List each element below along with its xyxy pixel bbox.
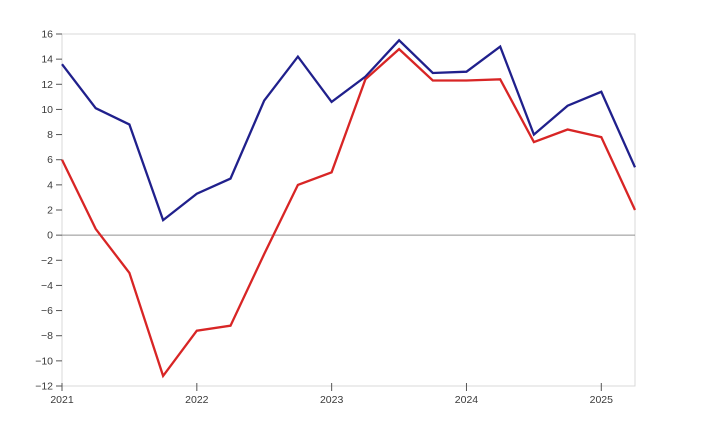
x-tick-label: 2022 (185, 394, 209, 406)
y-tick-label: −6 (41, 305, 53, 317)
x-tick-label: 2024 (455, 394, 479, 406)
y-tick-label: −2 (41, 255, 53, 267)
y-tick-label: 14 (41, 54, 53, 66)
y-tick-label: 16 (41, 29, 53, 41)
red-series-line (60, 47, 637, 379)
y-tick-label: −10 (35, 355, 53, 367)
x-tick-label: 2025 (590, 394, 614, 406)
navy-series-line (61, 38, 637, 222)
x-tick-label: 2021 (50, 394, 74, 406)
x-tick-label: 2023 (320, 394, 344, 406)
y-tick-label: 12 (41, 79, 53, 91)
y-tick-label: 8 (47, 129, 53, 141)
y-tick-label: −4 (41, 280, 53, 292)
y-tick-label: 6 (47, 154, 53, 166)
y-tick-label: 10 (41, 104, 53, 116)
y-tick-label: 0 (47, 230, 53, 242)
y-tick-label: 2 (47, 205, 53, 217)
y-tick-label: −8 (41, 330, 53, 342)
y-tick-label: −12 (35, 381, 53, 393)
y-tick-label: 4 (47, 179, 53, 191)
